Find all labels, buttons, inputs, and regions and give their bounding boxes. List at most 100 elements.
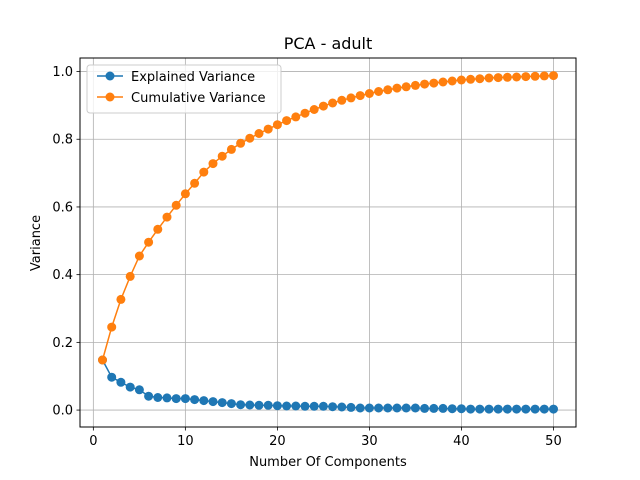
data-point-explained-variance xyxy=(355,403,365,413)
data-point-cumulative-variance xyxy=(254,129,264,138)
data-point-cumulative-variance xyxy=(190,178,200,188)
x-tick-label: 0 xyxy=(89,434,97,449)
data-point-cumulative-variance xyxy=(438,77,448,87)
data-point-cumulative-variance xyxy=(420,79,430,89)
data-point-cumulative-variance xyxy=(456,75,466,85)
data-point-explained-variance xyxy=(374,403,384,413)
data-point-explained-variance xyxy=(438,403,448,413)
x-tick-label: 10 xyxy=(177,434,194,449)
data-point-cumulative-variance xyxy=(364,89,374,98)
data-point-explained-variance xyxy=(549,404,558,414)
data-point-cumulative-variance xyxy=(355,91,365,101)
data-point-explained-variance xyxy=(125,382,135,392)
data-point-cumulative-variance xyxy=(549,71,558,81)
data-point-cumulative-variance xyxy=(337,95,347,105)
legend-marker-cumulative xyxy=(105,92,115,102)
data-point-cumulative-variance xyxy=(401,82,411,92)
x-axis-label: Number Of Components xyxy=(249,455,407,470)
data-point-explained-variance xyxy=(134,385,144,395)
x-tick-label: 30 xyxy=(361,434,378,449)
data-point-cumulative-variance xyxy=(383,85,393,95)
chart-title: PCA - adult xyxy=(284,34,373,53)
data-point-cumulative-variance xyxy=(328,98,338,108)
data-point-explained-variance xyxy=(107,372,117,382)
data-point-explained-variance xyxy=(254,400,264,410)
data-point-explained-variance xyxy=(502,404,512,414)
data-point-explained-variance xyxy=(291,401,301,411)
data-point-cumulative-variance xyxy=(144,237,154,247)
data-point-cumulative-variance xyxy=(530,71,540,81)
data-point-explained-variance xyxy=(346,402,356,412)
legend-label-cumulative: Cumulative Variance xyxy=(131,91,266,106)
data-point-cumulative-variance xyxy=(125,271,135,281)
data-point-explained-variance xyxy=(466,404,476,414)
series-layer xyxy=(98,71,558,414)
legend-box xyxy=(86,64,282,114)
legend: Explained Variance Cumulative Variance xyxy=(86,64,282,114)
data-point-explained-variance xyxy=(144,391,154,401)
ticks: 0 10 20 30 40 50 0.0 0.2 0.4 0.6 0.8 1.0 xyxy=(52,65,561,449)
data-point-explained-variance xyxy=(236,400,246,410)
data-point-explained-variance xyxy=(383,403,393,413)
data-point-explained-variance xyxy=(539,404,549,414)
data-point-explained-variance xyxy=(337,402,347,412)
data-point-cumulative-variance xyxy=(447,76,457,86)
data-point-explained-variance xyxy=(199,396,209,406)
data-point-cumulative-variance xyxy=(309,105,319,114)
data-point-explained-variance xyxy=(226,399,236,409)
y-tick-label: 0.6 xyxy=(52,200,73,215)
data-point-cumulative-variance xyxy=(226,144,236,154)
data-point-explained-variance xyxy=(245,400,255,410)
data-point-cumulative-variance xyxy=(493,73,503,83)
data-point-cumulative-variance xyxy=(291,112,301,122)
data-point-cumulative-variance xyxy=(346,93,356,103)
data-point-cumulative-variance xyxy=(502,72,512,82)
data-point-explained-variance xyxy=(475,404,485,414)
data-point-cumulative-variance xyxy=(116,294,126,304)
data-point-explained-variance xyxy=(512,404,522,414)
data-point-explained-variance xyxy=(153,393,163,402)
data-point-cumulative-variance xyxy=(392,83,402,93)
data-point-explained-variance xyxy=(190,395,200,405)
x-tick-label: 40 xyxy=(453,434,470,449)
legend-marker-explained xyxy=(105,71,115,81)
data-point-explained-variance xyxy=(429,403,439,413)
data-point-cumulative-variance xyxy=(171,200,181,210)
data-point-cumulative-variance xyxy=(98,355,107,365)
data-point-cumulative-variance xyxy=(282,116,292,126)
data-point-cumulative-variance xyxy=(300,108,310,118)
data-point-cumulative-variance xyxy=(208,159,218,169)
data-point-cumulative-variance xyxy=(272,120,282,130)
data-point-explained-variance xyxy=(318,401,328,411)
data-point-explained-variance xyxy=(364,403,374,413)
data-point-cumulative-variance xyxy=(217,151,227,161)
data-point-explained-variance xyxy=(484,404,494,414)
legend-label-explained: Explained Variance xyxy=(131,70,255,85)
data-point-explained-variance xyxy=(272,401,282,411)
data-point-explained-variance xyxy=(410,403,420,413)
data-point-explained-variance xyxy=(171,394,181,404)
data-point-cumulative-variance xyxy=(107,322,117,332)
data-point-explained-variance xyxy=(208,397,218,407)
data-point-explained-variance xyxy=(300,401,310,411)
y-tick-label: 0.2 xyxy=(52,336,73,351)
grid xyxy=(80,58,576,427)
data-point-cumulative-variance xyxy=(410,80,420,90)
data-point-explained-variance xyxy=(282,401,292,411)
data-point-cumulative-variance xyxy=(475,74,485,84)
data-point-cumulative-variance xyxy=(162,212,172,222)
data-point-explained-variance xyxy=(392,403,402,413)
data-point-cumulative-variance xyxy=(466,74,476,84)
data-point-cumulative-variance xyxy=(374,87,384,96)
data-point-explained-variance xyxy=(456,404,466,414)
y-tick-label: 0.8 xyxy=(52,133,73,148)
data-point-explained-variance xyxy=(493,404,503,414)
data-point-explained-variance xyxy=(530,404,540,414)
data-point-cumulative-variance xyxy=(318,101,328,111)
y-tick-label: 0.0 xyxy=(52,404,73,419)
data-point-explained-variance xyxy=(217,398,227,408)
data-point-explained-variance xyxy=(328,402,338,412)
x-tick-label: 50 xyxy=(545,434,562,449)
data-point-cumulative-variance xyxy=(134,251,144,261)
